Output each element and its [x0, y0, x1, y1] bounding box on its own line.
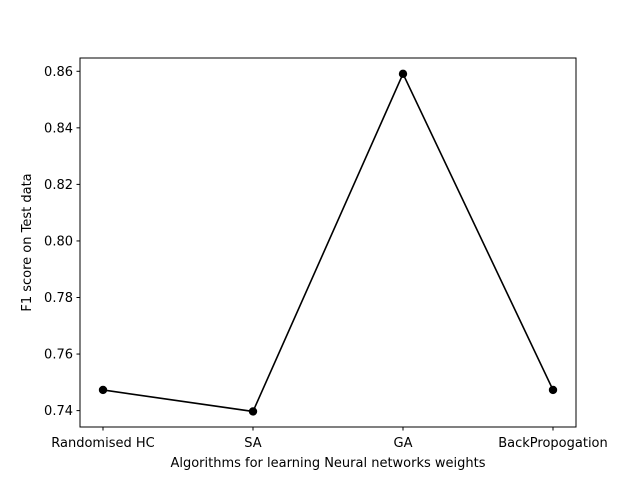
data-point — [98, 385, 108, 395]
x-tick-label: BackPropogation — [498, 436, 608, 451]
y-tick-label: 0.86 — [44, 65, 73, 80]
y-tick-label: 0.84 — [44, 121, 73, 136]
plot-frame — [79, 57, 577, 428]
data-point — [398, 69, 408, 79]
y-axis-ticks: 0.74 0.76 0.78 0.80 0.82 0.84 0.86 — [44, 65, 80, 419]
y-axis-label: F1 score on Test data — [20, 173, 35, 311]
x-axis-ticks: Randomised HC SA GA BackPropogation — [51, 427, 608, 451]
x-axis-label: Algorithms for learning Neural networks … — [170, 456, 485, 471]
y-tick-label: 0.78 — [44, 291, 73, 306]
y-tick-label: 0.82 — [44, 178, 73, 193]
y-tick-label: 0.74 — [44, 404, 73, 419]
series-layer — [98, 69, 558, 416]
x-tick-label: Randomised HC — [51, 436, 154, 451]
y-tick-label: 0.80 — [44, 234, 73, 249]
data-point — [248, 407, 258, 416]
x-tick-label: SA — [244, 436, 261, 451]
y-tick-label: 0.76 — [44, 348, 73, 363]
series-line — [102, 71, 554, 413]
data-point — [548, 385, 558, 395]
x-tick-label: GA — [394, 436, 413, 451]
